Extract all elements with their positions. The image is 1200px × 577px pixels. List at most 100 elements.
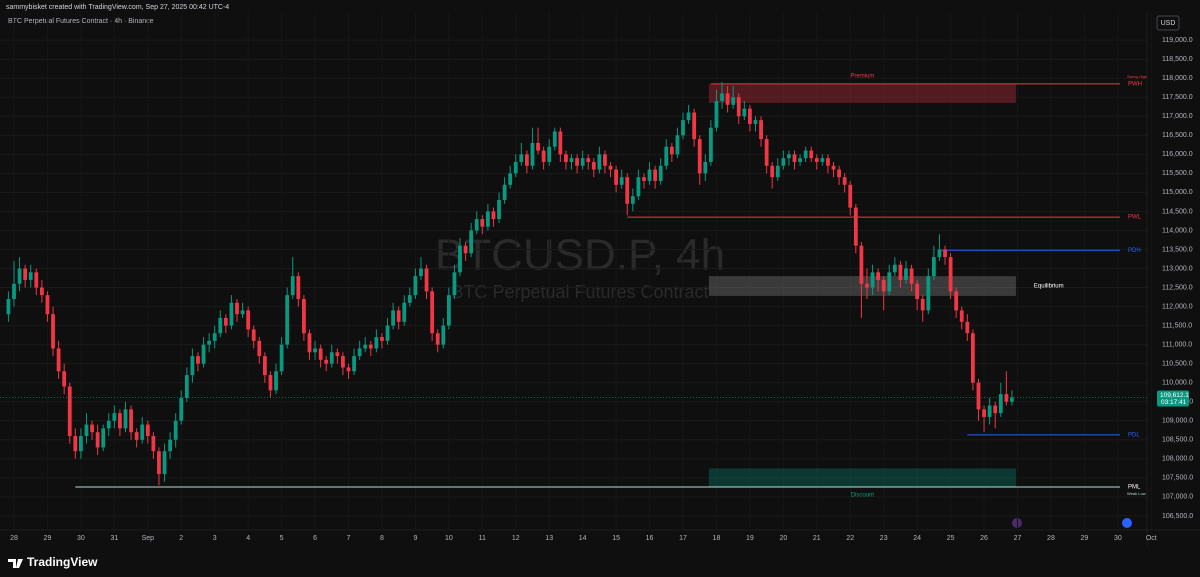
candle-body: [525, 154, 529, 166]
x-tick-label: 10: [445, 535, 453, 542]
candle-body: [145, 424, 150, 436]
candle-body: [965, 321, 970, 334]
candle-body: [34, 272, 39, 288]
x-tick-label: 30: [1114, 535, 1122, 542]
candle-body: [686, 112, 691, 121]
x-tick-label: 6: [313, 535, 317, 542]
candle-body: [12, 283, 16, 299]
candle-body: [675, 135, 680, 155]
candle-body: [302, 298, 306, 334]
candle-body: [435, 333, 440, 345]
candle-body: [658, 165, 663, 181]
candle-body: [558, 131, 563, 155]
zone-label: Discount: [851, 493, 875, 499]
candle-body: [669, 146, 674, 155]
candle-body: [341, 356, 345, 368]
candle-body: [770, 165, 775, 178]
y-tick-label: 116,500.0: [1162, 132, 1193, 139]
candle-body: [814, 158, 819, 162]
candle-body: [118, 413, 122, 429]
candle-body: [831, 165, 836, 170]
x-tick-label: 19: [746, 535, 754, 542]
candle-body: [547, 146, 552, 162]
candle-body: [608, 165, 613, 170]
candle-body: [290, 276, 295, 296]
y-tick-label: 110,000.0: [1162, 380, 1193, 387]
y-tick-label: 119,000.0: [1162, 37, 1193, 44]
candle-body: [112, 413, 117, 421]
candle-body: [296, 276, 301, 299]
candle-body: [452, 272, 457, 296]
candle-body: [184, 375, 189, 398]
candle-body: [513, 161, 518, 174]
x-tick-label: 13: [545, 535, 553, 542]
candle-body: [140, 424, 145, 440]
flag-icon[interactable]: [1122, 518, 1132, 528]
candle-body: [736, 97, 741, 117]
candle-body: [56, 348, 61, 372]
level-label: PML: [1128, 485, 1141, 491]
candle-body: [653, 169, 658, 181]
candle-body: [179, 397, 184, 421]
y-tick-label: 113,500.0: [1162, 246, 1193, 253]
candle-body: [636, 177, 641, 197]
x-tick-label: 16: [646, 535, 654, 542]
y-tick-label: 118,000.0: [1162, 75, 1193, 82]
candle-body: [904, 268, 908, 280]
x-tick-label: 28: [10, 535, 18, 542]
candle-body: [324, 359, 329, 364]
candle-body: [642, 177, 646, 181]
candle-body: [508, 173, 513, 185]
candle-body: [391, 310, 395, 326]
x-tick-label: 12: [512, 535, 520, 542]
level-note: Swing High: [1127, 74, 1147, 79]
candle-body: [240, 310, 245, 315]
y-tick-label: 109,000.0: [1162, 418, 1193, 425]
candle-body: [458, 245, 462, 273]
y-tick-label: 106,500.0: [1162, 513, 1193, 520]
y-tick-label: 111,500.0: [1162, 322, 1192, 329]
currency-button[interactable]: [1156, 15, 1180, 31]
candle-body: [954, 291, 959, 311]
candle-body: [898, 264, 903, 280]
candle-body: [564, 154, 568, 162]
footer-logo: TradingView: [27, 555, 98, 569]
y-tick-label: 114,500.0: [1162, 208, 1193, 215]
x-tick-label: 26: [980, 535, 988, 542]
candle-body: [603, 154, 607, 166]
candle-body: [313, 348, 317, 353]
zone-label: Premium: [850, 74, 874, 80]
y-tick-label: 113,000.0: [1162, 265, 1193, 272]
x-tick-label: 30: [77, 535, 85, 542]
candle-body: [257, 340, 262, 357]
candle-body: [79, 435, 83, 452]
candle-body: [714, 101, 719, 128]
candle-body: [943, 249, 947, 258]
candle-body: [380, 337, 384, 341]
y-tick-label: 115,500.0: [1162, 170, 1193, 177]
last-price-box: [1157, 390, 1189, 407]
candle-body: [820, 158, 825, 162]
x-tick-label: 2: [179, 535, 183, 542]
candle-body: [318, 348, 323, 360]
candle-body: [803, 150, 808, 159]
logo-icon: [8, 559, 23, 568]
candle-body: [129, 409, 133, 433]
candle-body: [441, 325, 446, 345]
candle-body: [385, 325, 390, 341]
candle-body: [368, 344, 373, 349]
x-tick-label: 23: [880, 535, 888, 542]
candle-body: [842, 177, 847, 185]
candle-body: [268, 375, 273, 391]
y-tick-label: 107,500.0: [1162, 475, 1193, 482]
currency: USD: [1161, 20, 1176, 27]
candle-body: [28, 272, 33, 280]
last-price-label: 109,612.1: [1160, 392, 1189, 399]
x-tick-label: Oct: [1146, 535, 1157, 542]
candle-body: [552, 131, 557, 147]
candle-body: [630, 196, 635, 204]
x-tick-label: 24: [913, 535, 921, 542]
candle-body: [357, 348, 362, 357]
candle-body: [798, 158, 802, 162]
candle-body: [787, 154, 791, 159]
